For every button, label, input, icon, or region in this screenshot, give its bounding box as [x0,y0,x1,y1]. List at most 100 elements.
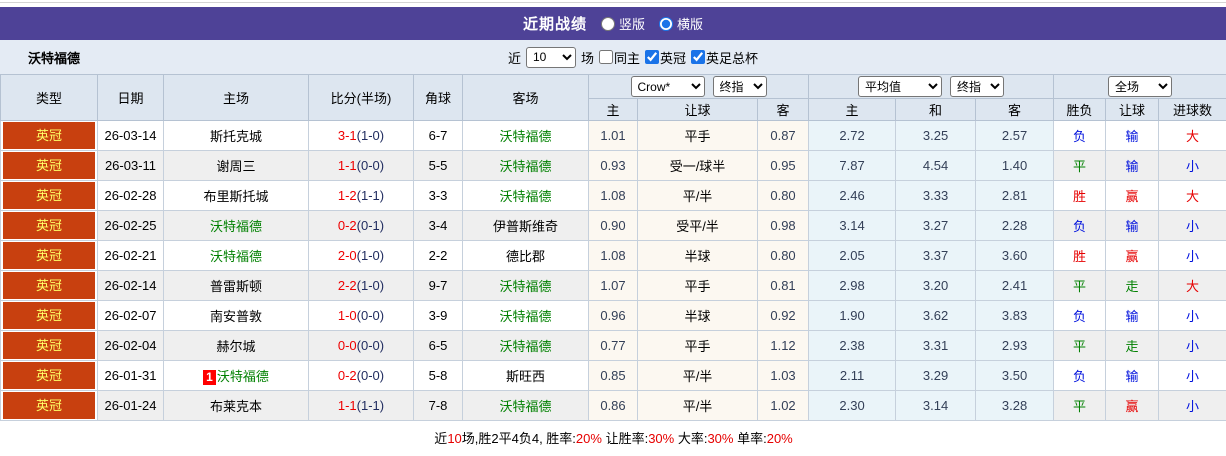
final-odds-select-1[interactable]: 终指 [712,76,767,97]
fulltime-score: 1-0 [337,308,357,323]
league-badge[interactable]: 英冠 [3,182,95,209]
away-team-cell: 沃特福德 [462,270,589,301]
horizontal-layout-radio[interactable] [659,16,673,31]
goals-result-cell: 大 [1158,120,1226,151]
home-team-link[interactable]: 沃特福德 [216,369,269,384]
league-badge[interactable]: 英冠 [3,302,95,329]
vertical-layout-radio[interactable] [600,16,615,31]
league-filter[interactable]: 英冠 [645,48,686,67]
date-cell: 26-03-14 [97,120,164,151]
match-count-select[interactable]: 10 [525,46,576,68]
league-badge[interactable]: 英冠 [3,122,95,149]
avg-home-odds-cell: 3.14 [808,210,897,241]
league-badge[interactable]: 英冠 [3,332,95,359]
corner-cell: 5-5 [413,150,463,181]
summary-row: 近10场,胜2平4负4, 胜率:20% 让胜率:30% 大率:30% 单率:20… [0,420,1226,455]
league-cell: 英冠 [0,360,98,391]
avg-draw-odds-cell: 3.31 [895,330,977,361]
avg-draw-odds-cell: 3.33 [895,180,977,211]
crow-home-odds-cell: 0.90 [588,210,638,241]
league-filter-label: 英冠 [660,50,687,66]
date-cell: 26-03-11 [97,150,164,181]
crow-handicap-cell: 平手 [637,270,758,301]
handicap-result-cell: 输 [1105,120,1160,151]
home-team-link[interactable]: 南安普敦 [209,309,262,324]
away-team-link[interactable]: 沃特福德 [499,309,552,324]
goals-result-cell: 小 [1158,210,1226,241]
cup-checkbox[interactable] [691,50,706,64]
bookmaker-select[interactable]: Crow* [630,76,705,97]
same-home-checkbox[interactable] [598,50,613,64]
league-checkbox[interactable] [645,50,659,64]
home-team-link[interactable]: 斯托克城 [209,129,262,144]
away-team-link[interactable]: 沃特福德 [499,399,552,414]
corner-cell: 3-3 [413,180,463,211]
away-team-link[interactable]: 沃特福德 [499,129,552,144]
summary-segment: 10 [447,431,462,447]
home-team-link[interactable]: 布莱克本 [209,399,262,414]
crow-group-header: Crow* 终指 [587,74,810,99]
result-cell: 胜 [1053,180,1107,211]
col-header-goals: 进球数 [1158,98,1226,121]
league-badge[interactable]: 英冠 [3,272,95,299]
corner-cell: 3-9 [413,300,463,331]
league-badge[interactable]: 英冠 [3,212,95,239]
home-team-cell: 斯托克城 [163,120,309,151]
away-team-link[interactable]: 斯旺西 [505,369,545,384]
average-select[interactable]: 平均值 [858,76,943,97]
avg-draw-odds-cell: 3.25 [895,120,977,151]
col-header-avg-away: 客 [975,98,1055,121]
radio-horizontal-layout[interactable]: 横版 [659,14,703,33]
radio-vertical-layout[interactable]: 竖版 [600,14,645,33]
avg-draw-odds-cell: 3.14 [895,390,977,421]
summary-segment: 大率: [674,431,708,447]
fulltime-score: 0-2 [337,218,357,233]
away-team-cell: 沃特福德 [462,390,589,421]
home-team-link[interactable]: 普雷斯顿 [209,279,262,294]
league-badge[interactable]: 英冠 [3,362,95,389]
home-team-cell: 谢周三 [163,150,309,181]
cup-filter[interactable]: 英足总杯 [691,48,758,67]
home-team-link[interactable]: 谢周三 [216,159,256,174]
avg-home-odds-cell: 2.98 [808,270,897,301]
fulltime-select[interactable]: 全场 [1108,76,1173,97]
home-team-link[interactable]: 沃特福德 [209,249,262,264]
home-team-link[interactable]: 赫尔城 [216,339,256,354]
title-bar: 近期战绩 竖版 横版 [0,7,1226,40]
league-badge[interactable]: 英冠 [3,242,95,269]
handicap-result-cell: 赢 [1105,390,1160,421]
corner-cell: 2-2 [413,240,463,271]
away-team-link[interactable]: 沃特福德 [499,339,552,354]
away-team-link[interactable]: 沃特福德 [499,189,552,204]
league-badge[interactable]: 英冠 [3,392,95,419]
goals-result-cell: 小 [1158,330,1226,361]
avg-draw-odds-cell: 3.27 [895,210,977,241]
league-cell: 英冠 [0,180,98,211]
league-cell: 英冠 [0,240,98,271]
away-team-link[interactable]: 沃特福德 [499,159,552,174]
halftime-score: (1-0) [356,278,385,293]
home-team-link[interactable]: 沃特福德 [209,219,262,234]
score-cell: 2-0(1-0) [308,240,414,271]
average-group-header: 平均值 终指 [808,74,1055,99]
away-team-link[interactable]: 沃特福德 [499,279,552,294]
crow-handicap-cell: 平/半 [637,180,758,211]
page-title: 近期战绩 [522,16,587,33]
final-odds-select-2[interactable]: 终指 [950,76,1005,97]
corner-cell: 6-7 [413,120,463,151]
same-home-filter[interactable]: 同主 [598,48,640,67]
crow-away-odds-cell: 0.95 [756,150,810,181]
halftime-score: (1-1) [356,188,385,203]
results-table: 类型 日期 主场 比分(半场) 角球 客场 Crow* 终指 平均值 终指 全场 [0,74,1226,455]
crow-away-odds-cell: 0.80 [756,180,810,211]
crow-handicap-cell: 半球 [637,300,758,331]
away-team-link[interactable]: 伊普斯维奇 [492,219,558,234]
league-badge[interactable]: 英冠 [3,152,95,179]
table-row: 英冠 26-02-25 沃特福德 0-2(0-1) 3-4 伊普斯维奇 0.90 受平/半 0.… [0,210,1226,241]
date-cell: 26-02-21 [97,240,164,271]
home-team-link[interactable]: 布里斯托城 [203,189,269,204]
summary-segment: 20% [766,431,793,447]
away-team-cell: 沃特福德 [462,150,589,181]
home-team-cell: 布里斯托城 [163,180,309,211]
away-team-link[interactable]: 德比郡 [505,249,545,264]
